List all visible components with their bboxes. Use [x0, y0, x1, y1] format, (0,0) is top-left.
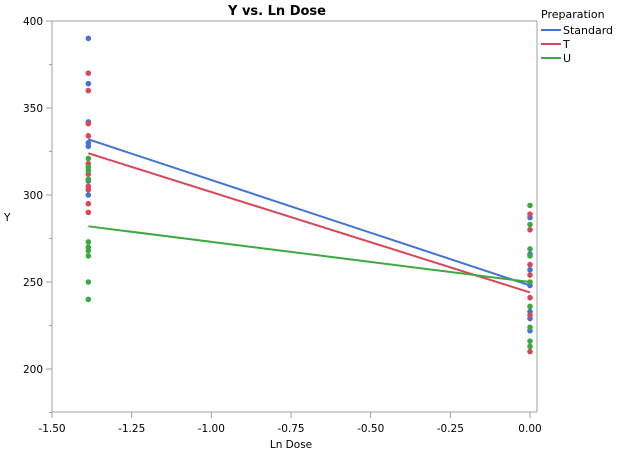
data-point-u[interactable]: [527, 343, 533, 350]
data-point-standard[interactable]: [85, 192, 92, 198]
data-point-standard[interactable]: [85, 35, 92, 42]
legend: Preparation Standard T U: [541, 8, 613, 65]
data-point-standard[interactable]: [85, 143, 92, 150]
y-tick-label: 300: [23, 190, 43, 202]
y-tick-label: 250: [23, 277, 43, 289]
legend-item-standard[interactable]: Standard: [541, 23, 613, 37]
data-point-t[interactable]: [527, 348, 533, 355]
data-point-t[interactable]: [85, 87, 92, 94]
legend-item-t[interactable]: T: [541, 37, 613, 51]
x-tick-label: 0.00: [518, 423, 541, 435]
data-point-t[interactable]: [85, 186, 92, 193]
data-point-t[interactable]: [527, 312, 533, 318]
data-point-u[interactable]: [85, 247, 92, 254]
fit-line-t: [88, 152, 531, 294]
data-point-t[interactable]: [85, 70, 92, 76]
x-tick-label: -0.75: [277, 423, 304, 435]
x-tick-label: -1.50: [38, 423, 65, 435]
x-axis: -1.50 -1.25 -1.00 -0.75 -0.50 -0.25 0.00: [38, 412, 542, 435]
data-point-u[interactable]: [85, 239, 92, 245]
data-point-t[interactable]: [527, 294, 533, 301]
legend-swatch-u: [541, 57, 561, 59]
data-point-u[interactable]: [527, 202, 533, 209]
y-axis-label: Y: [3, 212, 11, 224]
legend-title: Preparation: [541, 8, 605, 21]
data-point-t[interactable]: [527, 211, 533, 217]
data-point-t[interactable]: [85, 120, 92, 127]
legend-label: T: [563, 37, 570, 51]
data-point-t[interactable]: [527, 227, 533, 233]
data-point-u[interactable]: [527, 246, 533, 252]
legend-label: Standard: [563, 23, 614, 37]
fit-line-u: [88, 225, 531, 283]
data-point-u[interactable]: [85, 296, 92, 303]
y-tick-label: 350: [23, 103, 43, 115]
data-point-u[interactable]: [527, 338, 533, 344]
legend-swatch-standard: [541, 29, 561, 31]
x-tick-label: -0.50: [357, 423, 384, 435]
data-point-u[interactable]: [527, 253, 533, 259]
legend-label: U: [563, 51, 572, 65]
data-point-u[interactable]: [85, 155, 92, 162]
data-point-standard[interactable]: [85, 80, 92, 87]
legend-item-u[interactable]: U: [541, 51, 613, 65]
data-point-u[interactable]: [85, 176, 92, 183]
data-point-u[interactable]: [527, 221, 533, 228]
x-axis-label: Ln Dose: [270, 439, 312, 451]
fit-lines: [88, 138, 531, 294]
data-points: [85, 35, 533, 355]
y-tick-label: 200: [23, 364, 43, 376]
data-point-standard[interactable]: [527, 267, 533, 273]
data-point-t[interactable]: [85, 200, 92, 207]
data-point-u[interactable]: [527, 303, 533, 310]
x-tick-label: -1.00: [198, 423, 225, 435]
y-axis: 200 250 300 350 400: [23, 16, 52, 413]
data-point-u[interactable]: [85, 167, 92, 174]
fit-line-standard: [88, 138, 531, 287]
data-point-t[interactable]: [85, 209, 92, 216]
chart-title: Y vs. Ln Dose: [227, 4, 326, 19]
data-point-u[interactable]: [85, 253, 92, 259]
data-point-t[interactable]: [527, 272, 533, 278]
data-point-u[interactable]: [527, 279, 533, 285]
data-point-u[interactable]: [527, 324, 533, 331]
data-point-t[interactable]: [85, 133, 92, 139]
plot-frame: [51, 20, 538, 413]
x-tick-label: -1.25: [118, 423, 145, 435]
y-tick-label: 400: [23, 16, 43, 28]
legend-swatch-t: [541, 43, 561, 45]
x-tick-label: -0.25: [437, 423, 464, 435]
data-point-u[interactable]: [85, 279, 92, 285]
data-point-t[interactable]: [527, 261, 533, 268]
